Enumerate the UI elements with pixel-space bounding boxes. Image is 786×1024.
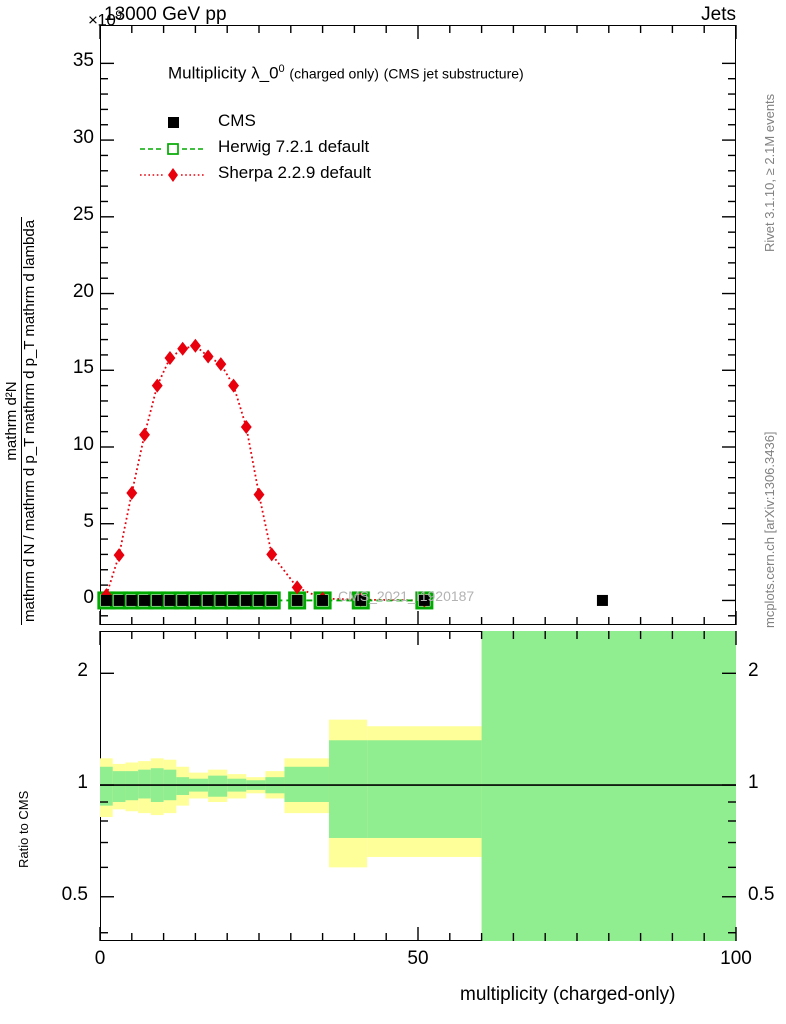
plot-title: Multiplicity λ_00 (charged only) (CMS je…	[168, 63, 524, 83]
legend-label-herwig: Herwig 7.2.1 default	[218, 137, 370, 156]
ratio-axis-label: Ratio to CMS	[16, 790, 31, 868]
x-axis-tick-labels: 0 50 100	[0, 948, 786, 978]
y-tick-label: 10	[72, 433, 94, 455]
y-tick-label: 5	[83, 510, 94, 532]
uncertainty-band-inner	[100, 631, 736, 941]
mcplots-source-note: mcplots.cern.ch [arXiv:1306.3436]	[762, 431, 777, 628]
sherpa-marker-icon	[140, 162, 206, 188]
y-axis-label-fraction: mathrm d²N mathrm d N / mathrm d p_T mat…	[3, 216, 39, 625]
ratio-tick-label: 2	[748, 660, 759, 682]
ratio-tick-label: 0.5	[61, 883, 88, 905]
beam-energy-label: 13000 GeV pp	[104, 4, 227, 25]
ratio-y-tick-labels-right: 0.5 1 2	[742, 631, 786, 941]
y-axis-label-denominator: mathrm d N / mathrm d p_T mathrm d p_T m…	[20, 219, 38, 622]
cms-markers	[100, 594, 608, 606]
ratio-tick-label: 2	[77, 660, 88, 682]
y-tick-label: 35	[72, 50, 94, 72]
y-axis-label-numerator: mathrm d²N	[3, 216, 22, 625]
x-tick-label: 50	[407, 948, 429, 969]
ratio-plot-canvas	[99, 631, 737, 941]
y-axis-exponent: ×109	[88, 8, 122, 30]
x-tick-label: 100	[720, 948, 752, 969]
ratio-tick-label: 1	[748, 772, 759, 794]
legend-label-sherpa: Sherpa 2.2.9 default	[218, 163, 372, 182]
y-tick-label: 20	[72, 280, 94, 302]
main-plot-canvas	[97, 25, 737, 625]
ratio-tick-label: 1	[77, 772, 88, 794]
y-tick-label: 25	[72, 203, 94, 225]
sherpa-markers	[100, 338, 430, 608]
x-axis-label: multiplicity (charged-only)	[460, 984, 676, 1005]
analysis-category-label: Jets	[701, 4, 736, 25]
ratio-y-tick-labels-left: 0.5 1 2	[40, 631, 94, 941]
y-axis-tick-labels: 0 5 10 15 20 25 30 35	[46, 25, 94, 625]
legend-label-cms: CMS	[218, 111, 256, 130]
y-tick-label: 0	[83, 587, 94, 609]
ratio-tick-label: 0.5	[748, 883, 775, 905]
rivet-version-note: Rivet 3.1.10, ≥ 2.1M events	[762, 93, 777, 252]
y-tick-label: 15	[72, 357, 94, 379]
y-tick-label: 30	[72, 127, 94, 149]
herwig-marker-icon	[140, 136, 206, 162]
x-tick-label: 0	[94, 948, 106, 969]
cms-marker-icon	[140, 110, 206, 136]
analysis-id-watermark: CMS_2021_I1920187	[338, 588, 475, 604]
